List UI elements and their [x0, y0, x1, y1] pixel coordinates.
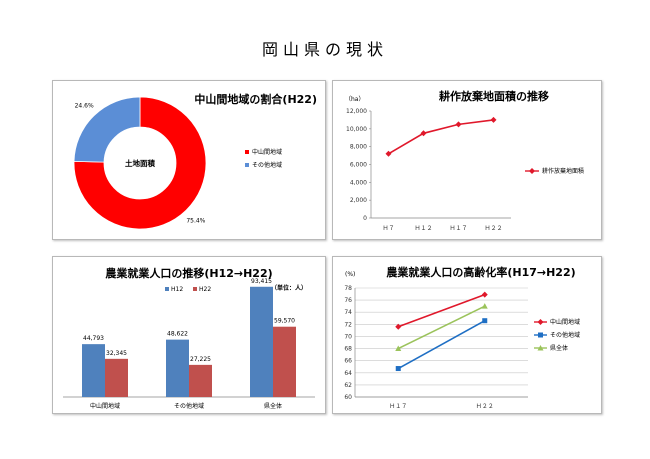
data-point — [482, 318, 488, 324]
x-tick-label: Ｈ７ — [382, 225, 394, 232]
bar-value-label: 93,415 — [251, 278, 272, 285]
y-tick-label: 70 — [344, 333, 352, 340]
slice-value-label: 24.6% — [75, 103, 94, 110]
y-tick-label: 2,000 — [350, 197, 367, 204]
bar — [105, 358, 128, 397]
data-point — [490, 116, 497, 123]
y-tick-label: 0 — [363, 215, 367, 222]
farmland-line-chart-panel: 耕作放棄地面積の推移 （ha） 0 2,000 4,000 6,000 8,000 10,00… — [332, 80, 602, 240]
bar-value-label: 48,622 — [167, 331, 188, 338]
x-tick-label: Ｈ１２ — [414, 225, 432, 232]
aging-line-chart: 農業就業人口の高齢化率(H17→H22) (%) 60 62 64 66 68 70 72 74 7… — [344, 265, 580, 410]
legend-marker — [538, 332, 543, 338]
data-point — [385, 150, 392, 157]
legend-label: H12 — [171, 286, 183, 293]
legend-label: 中山間地域 — [252, 148, 282, 156]
y-tick-label: 12,000 — [346, 108, 367, 115]
bar-value-label: 44,793 — [83, 335, 104, 342]
series-line — [397, 305, 486, 350]
x-tick-label: Ｈ１７ — [449, 225, 467, 232]
y-tick-label: 4,000 — [350, 179, 367, 186]
legend-swatch — [165, 287, 169, 291]
data-point — [481, 303, 488, 309]
x-tick-label: 県全体 — [264, 402, 282, 410]
bar — [250, 286, 273, 397]
x-tick-label: 中山間地域 — [90, 402, 120, 410]
population-bar-chart-panel: 農業就業人口の推移(H12→H22) （単位：人） H12 H22 中山間地域 44,79… — [52, 256, 326, 414]
x-tick-label: Ｈ１７ — [389, 403, 407, 410]
data-point — [395, 323, 402, 330]
y-tick-label: 74 — [344, 309, 352, 316]
unit-label: （単位：人） — [271, 284, 307, 292]
data-point — [420, 130, 427, 137]
population-bar-chart: 農業就業人口の推移(H12→H22) （単位：人） H12 H22 中山間地域 44,79… — [63, 266, 315, 410]
legend-swatch — [245, 163, 249, 167]
legend-swatch — [193, 287, 197, 291]
x-tick-label: Ｈ２２ — [476, 403, 494, 410]
slice-value-label: 75.4% — [186, 217, 205, 224]
legend-label: 県全体 — [550, 344, 568, 352]
legend-label: H22 — [199, 286, 211, 293]
chart-title: 農業就業人口の高齢化率(H17→H22) — [386, 265, 575, 279]
y-tick-label: 62 — [344, 382, 352, 389]
data-point — [481, 291, 488, 298]
series-line — [397, 319, 486, 370]
x-tick-label: その他地域 — [174, 402, 204, 410]
y-tick-label: 68 — [344, 346, 352, 353]
legend-marker — [537, 319, 544, 325]
legend-label: 中山間地域 — [550, 318, 580, 326]
page-title: 岡山県の現状 — [261, 40, 388, 59]
series-line — [397, 293, 486, 328]
farmland-line-chart: 耕作放棄地面積の推移 （ha） 0 2,000 4,000 6,000 8,000 10,00… — [345, 89, 584, 232]
pie-slice — [73, 96, 141, 163]
legend-swatch — [245, 150, 249, 154]
legend-label: その他地域 — [252, 161, 282, 169]
data-point — [395, 345, 402, 352]
bar — [82, 344, 105, 397]
series-line — [388, 119, 494, 155]
y-tick-label: 76 — [344, 297, 352, 304]
y-tick-label: 6,000 — [350, 162, 367, 169]
chart-title: 農業就業人口の推移(H12→H22) — [105, 266, 272, 280]
legend-marker — [529, 168, 535, 174]
y-tick-label: 10,000 — [346, 126, 367, 133]
bar — [166, 339, 189, 397]
bar-value-label: 59,570 — [274, 318, 295, 325]
bar-value-label: 27,225 — [190, 356, 211, 363]
pie-center-label: 土地面積 — [125, 158, 155, 168]
y-tick-label: 72 — [344, 321, 352, 328]
y-tick-label: 66 — [344, 358, 352, 365]
y-unit-label: （ha） — [345, 96, 364, 103]
aging-line-chart-panel: 農業就業人口の高齢化率(H17→H22) (%) 60 62 64 66 68 70 72 74 7… — [332, 256, 602, 414]
pie-chart-panel: 中山間地域の割合(H22) 75.4% 24.6% 土地面積 中山間地域その他地域 — [52, 80, 326, 240]
data-point — [455, 121, 462, 128]
y-tick-label: 60 — [344, 394, 352, 401]
legend-label: 耕作放棄地面積 — [542, 167, 584, 175]
pie-slice — [73, 96, 207, 230]
legend-marker — [537, 345, 544, 351]
bar — [273, 326, 296, 397]
bar — [189, 364, 212, 397]
y-unit-label: (%) — [345, 271, 355, 278]
bar-value-label: 32,345 — [106, 350, 127, 357]
x-tick-label: Ｈ２２ — [484, 225, 502, 232]
y-tick-label: 8,000 — [350, 144, 367, 151]
y-tick-label: 78 — [344, 285, 352, 292]
y-tick-label: 64 — [344, 370, 352, 377]
legend-label: その他地域 — [550, 331, 580, 339]
data-point — [395, 366, 401, 372]
chart-title: 中山間地域の割合(H22) — [194, 92, 317, 106]
chart-title: 耕作放棄地面積の推移 — [439, 89, 549, 103]
